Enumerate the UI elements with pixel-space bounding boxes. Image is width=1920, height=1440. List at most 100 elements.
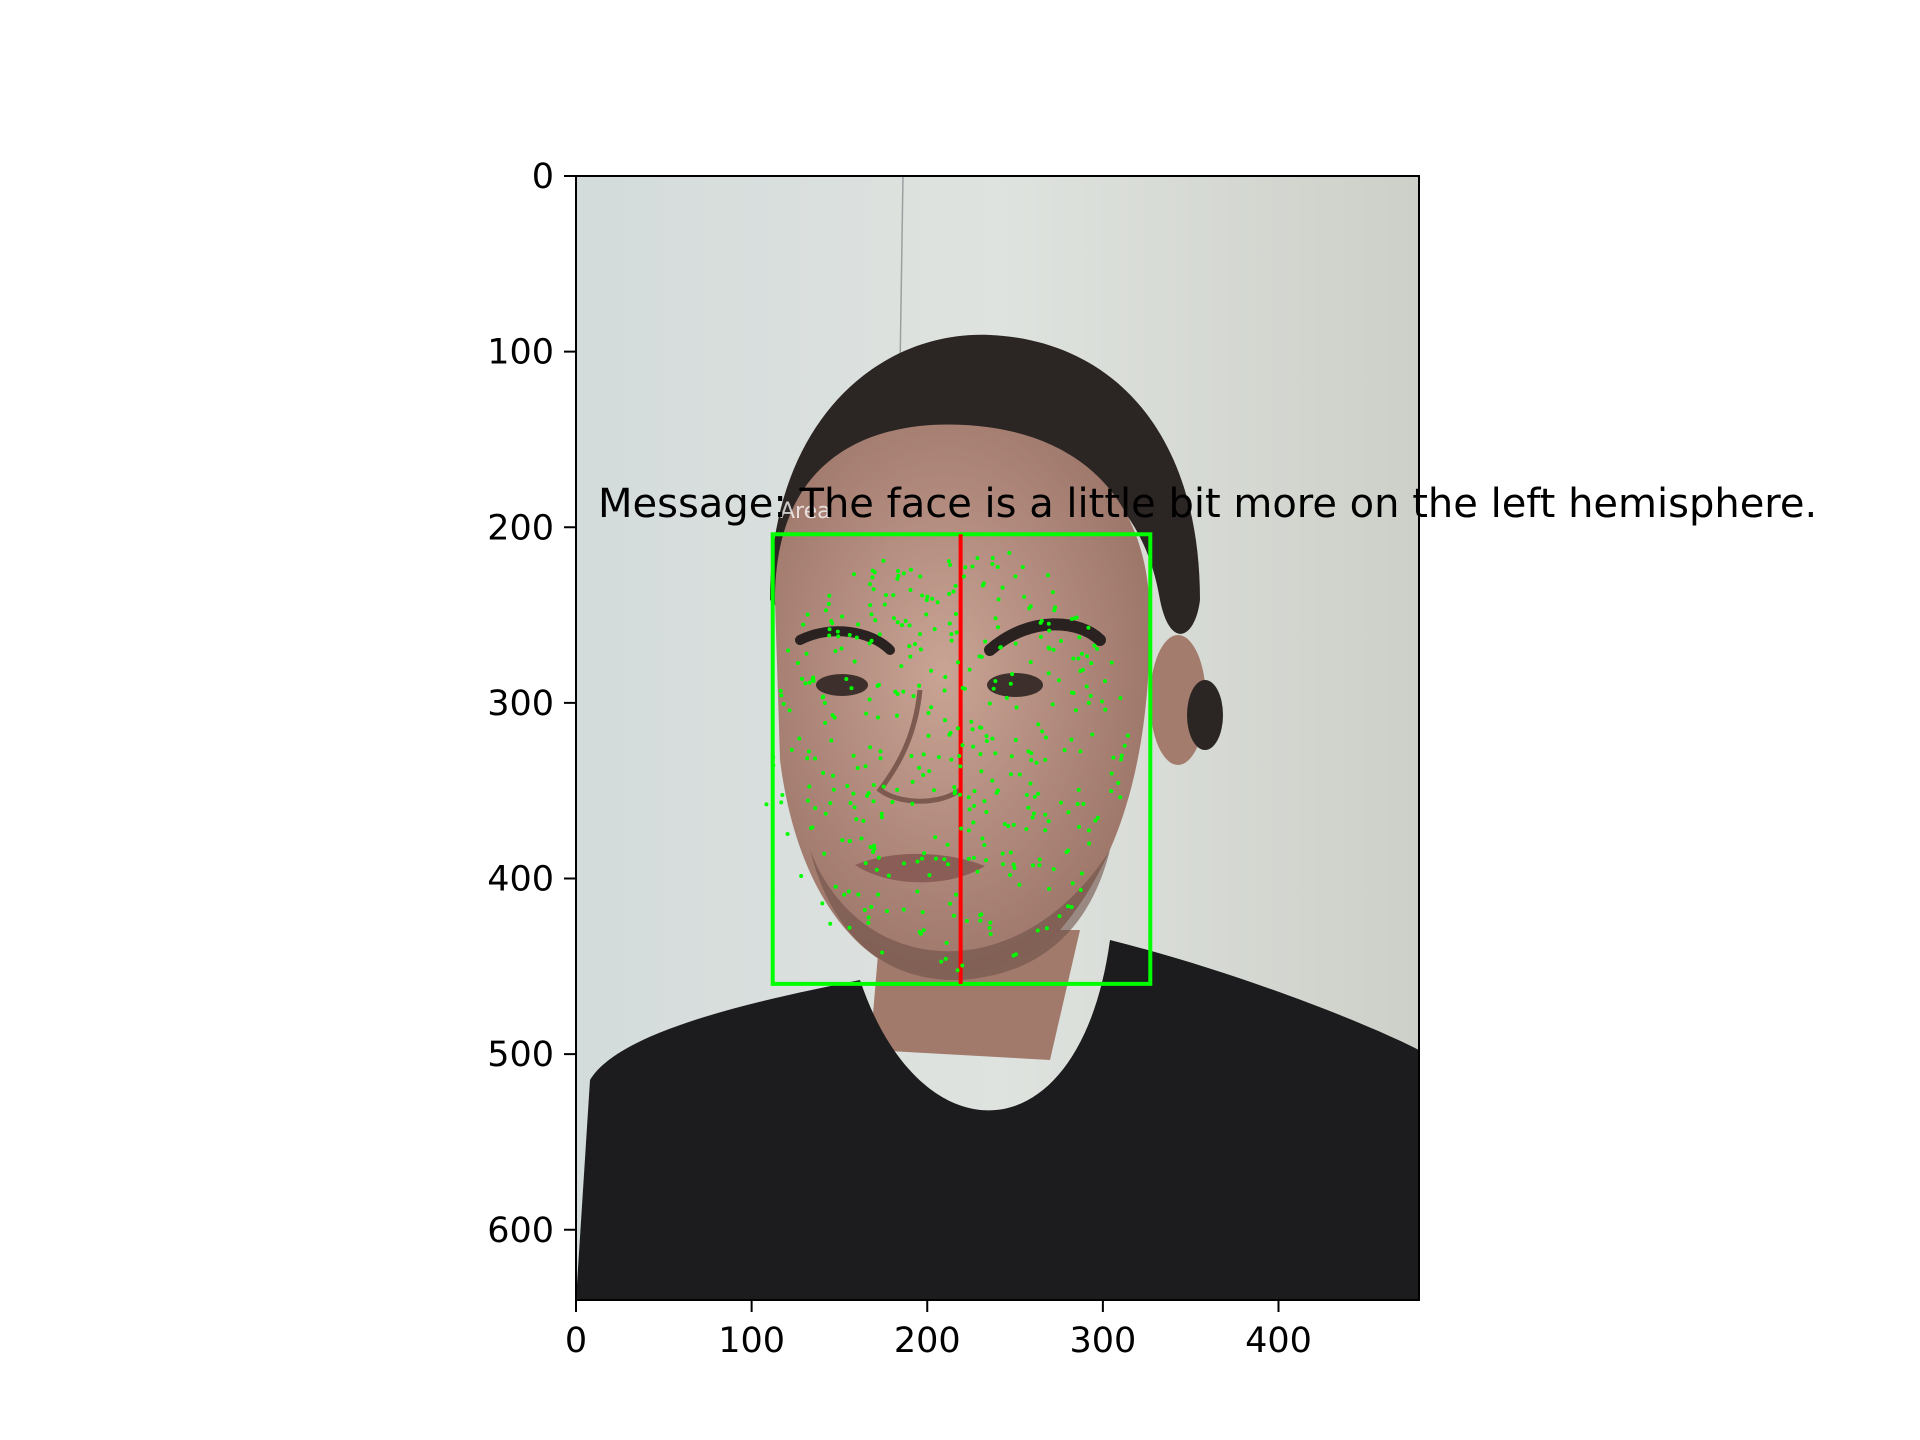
- landmark-point: [1062, 748, 1067, 753]
- landmark-point: [952, 791, 957, 796]
- landmark-point: [1077, 824, 1082, 829]
- landmark-point: [1109, 789, 1114, 794]
- landmark-point: [924, 612, 929, 617]
- landmark-point: [847, 632, 852, 637]
- landmark-point: [805, 756, 810, 761]
- landmark-point: [885, 909, 890, 914]
- y-axis: 0 100 200 300 400 500 600: [487, 157, 576, 1251]
- landmark-point: [810, 677, 815, 682]
- landmark-point: [829, 619, 834, 624]
- landmark-point: [984, 858, 989, 863]
- y-tick-label: 0: [532, 157, 554, 197]
- landmark-point: [943, 675, 948, 680]
- landmark-point: [926, 733, 931, 738]
- landmark-point: [820, 901, 825, 906]
- landmark-point: [1109, 660, 1114, 665]
- landmark-point: [951, 913, 956, 918]
- landmark-point: [1069, 617, 1074, 622]
- landmark-point: [1084, 684, 1089, 689]
- landmark-point: [1074, 615, 1079, 620]
- landmark-point: [971, 820, 976, 825]
- landmark-point: [1007, 550, 1012, 555]
- landmark-point: [954, 630, 959, 635]
- landmark-point: [920, 910, 925, 915]
- landmark-point: [822, 851, 827, 856]
- landmark-point: [1069, 904, 1074, 909]
- landmark-point: [1008, 681, 1013, 686]
- landmark-point: [921, 752, 926, 757]
- landmark-point: [971, 744, 976, 749]
- landmark-point: [867, 697, 872, 702]
- landmark-point: [917, 765, 922, 770]
- landmark-point: [958, 764, 963, 769]
- landmark-point: [946, 559, 951, 564]
- landmark-point: [830, 713, 835, 718]
- y-tick-label: 400: [487, 860, 554, 900]
- landmark-point: [984, 738, 989, 743]
- landmark-point: [945, 862, 950, 867]
- landmark-point: [980, 836, 985, 841]
- landmark-point: [869, 904, 874, 909]
- landmark-point: [978, 752, 983, 757]
- landmark-point: [1092, 643, 1097, 648]
- landmark-point: [922, 851, 927, 856]
- landmark-point: [890, 800, 895, 805]
- landmark-point: [854, 635, 859, 640]
- landmark-point: [1122, 743, 1127, 748]
- landmark-point: [1088, 693, 1093, 698]
- landmark-point: [930, 596, 935, 601]
- landmark-point: [903, 618, 908, 623]
- landmark-point: [1046, 621, 1051, 626]
- faint-overlay-text: Area: [780, 499, 831, 524]
- landmark-point: [917, 929, 922, 934]
- landmark-point: [1011, 862, 1016, 867]
- landmark-point: [799, 874, 804, 879]
- landmark-point: [835, 629, 840, 634]
- landmark-point: [1010, 672, 1015, 677]
- landmark-point: [863, 861, 868, 866]
- landmark-point: [929, 705, 934, 710]
- y-tick-label: 300: [487, 684, 554, 724]
- landmark-point: [864, 711, 869, 716]
- landmark-point: [895, 576, 900, 581]
- landmark-point: [1070, 881, 1075, 886]
- landmark-point: [988, 920, 993, 925]
- landmark-point: [1046, 573, 1051, 578]
- landmark-point: [947, 621, 952, 626]
- landmark-point: [1077, 635, 1082, 640]
- landmark-point: [988, 932, 993, 937]
- landmark-point: [982, 799, 987, 804]
- landmark-point: [901, 689, 906, 694]
- landmark-point: [1046, 645, 1051, 650]
- landmark-point: [1043, 828, 1048, 833]
- landmark-point: [1118, 695, 1123, 700]
- landmark-point: [1026, 805, 1031, 810]
- landmark-point: [1066, 848, 1071, 853]
- landmark-point: [787, 708, 792, 713]
- landmark-point: [1051, 647, 1056, 652]
- landmark-point: [920, 593, 925, 598]
- landmark-point: [823, 811, 828, 816]
- landmark-point: [1071, 656, 1076, 661]
- landmark-point: [987, 925, 992, 930]
- landmark-point: [960, 963, 965, 968]
- landmark-point: [844, 677, 849, 682]
- landmark-point: [847, 839, 852, 844]
- landmark-point: [947, 591, 952, 596]
- landmark-point: [827, 627, 832, 632]
- landmark-point: [1051, 867, 1056, 872]
- landmark-point: [807, 680, 812, 685]
- landmark-point: [789, 747, 794, 752]
- landmark-point: [779, 800, 784, 805]
- landmark-point: [990, 778, 995, 783]
- landmark-point: [871, 782, 876, 787]
- landmark-point: [955, 660, 960, 665]
- landmark-point: [969, 719, 974, 724]
- landmark-point: [1039, 618, 1044, 623]
- y-tick-label: 200: [487, 508, 554, 548]
- landmark-point: [851, 791, 856, 796]
- landmark-point: [936, 755, 941, 760]
- landmark-point: [1000, 862, 1005, 867]
- landmark-point: [1047, 628, 1052, 633]
